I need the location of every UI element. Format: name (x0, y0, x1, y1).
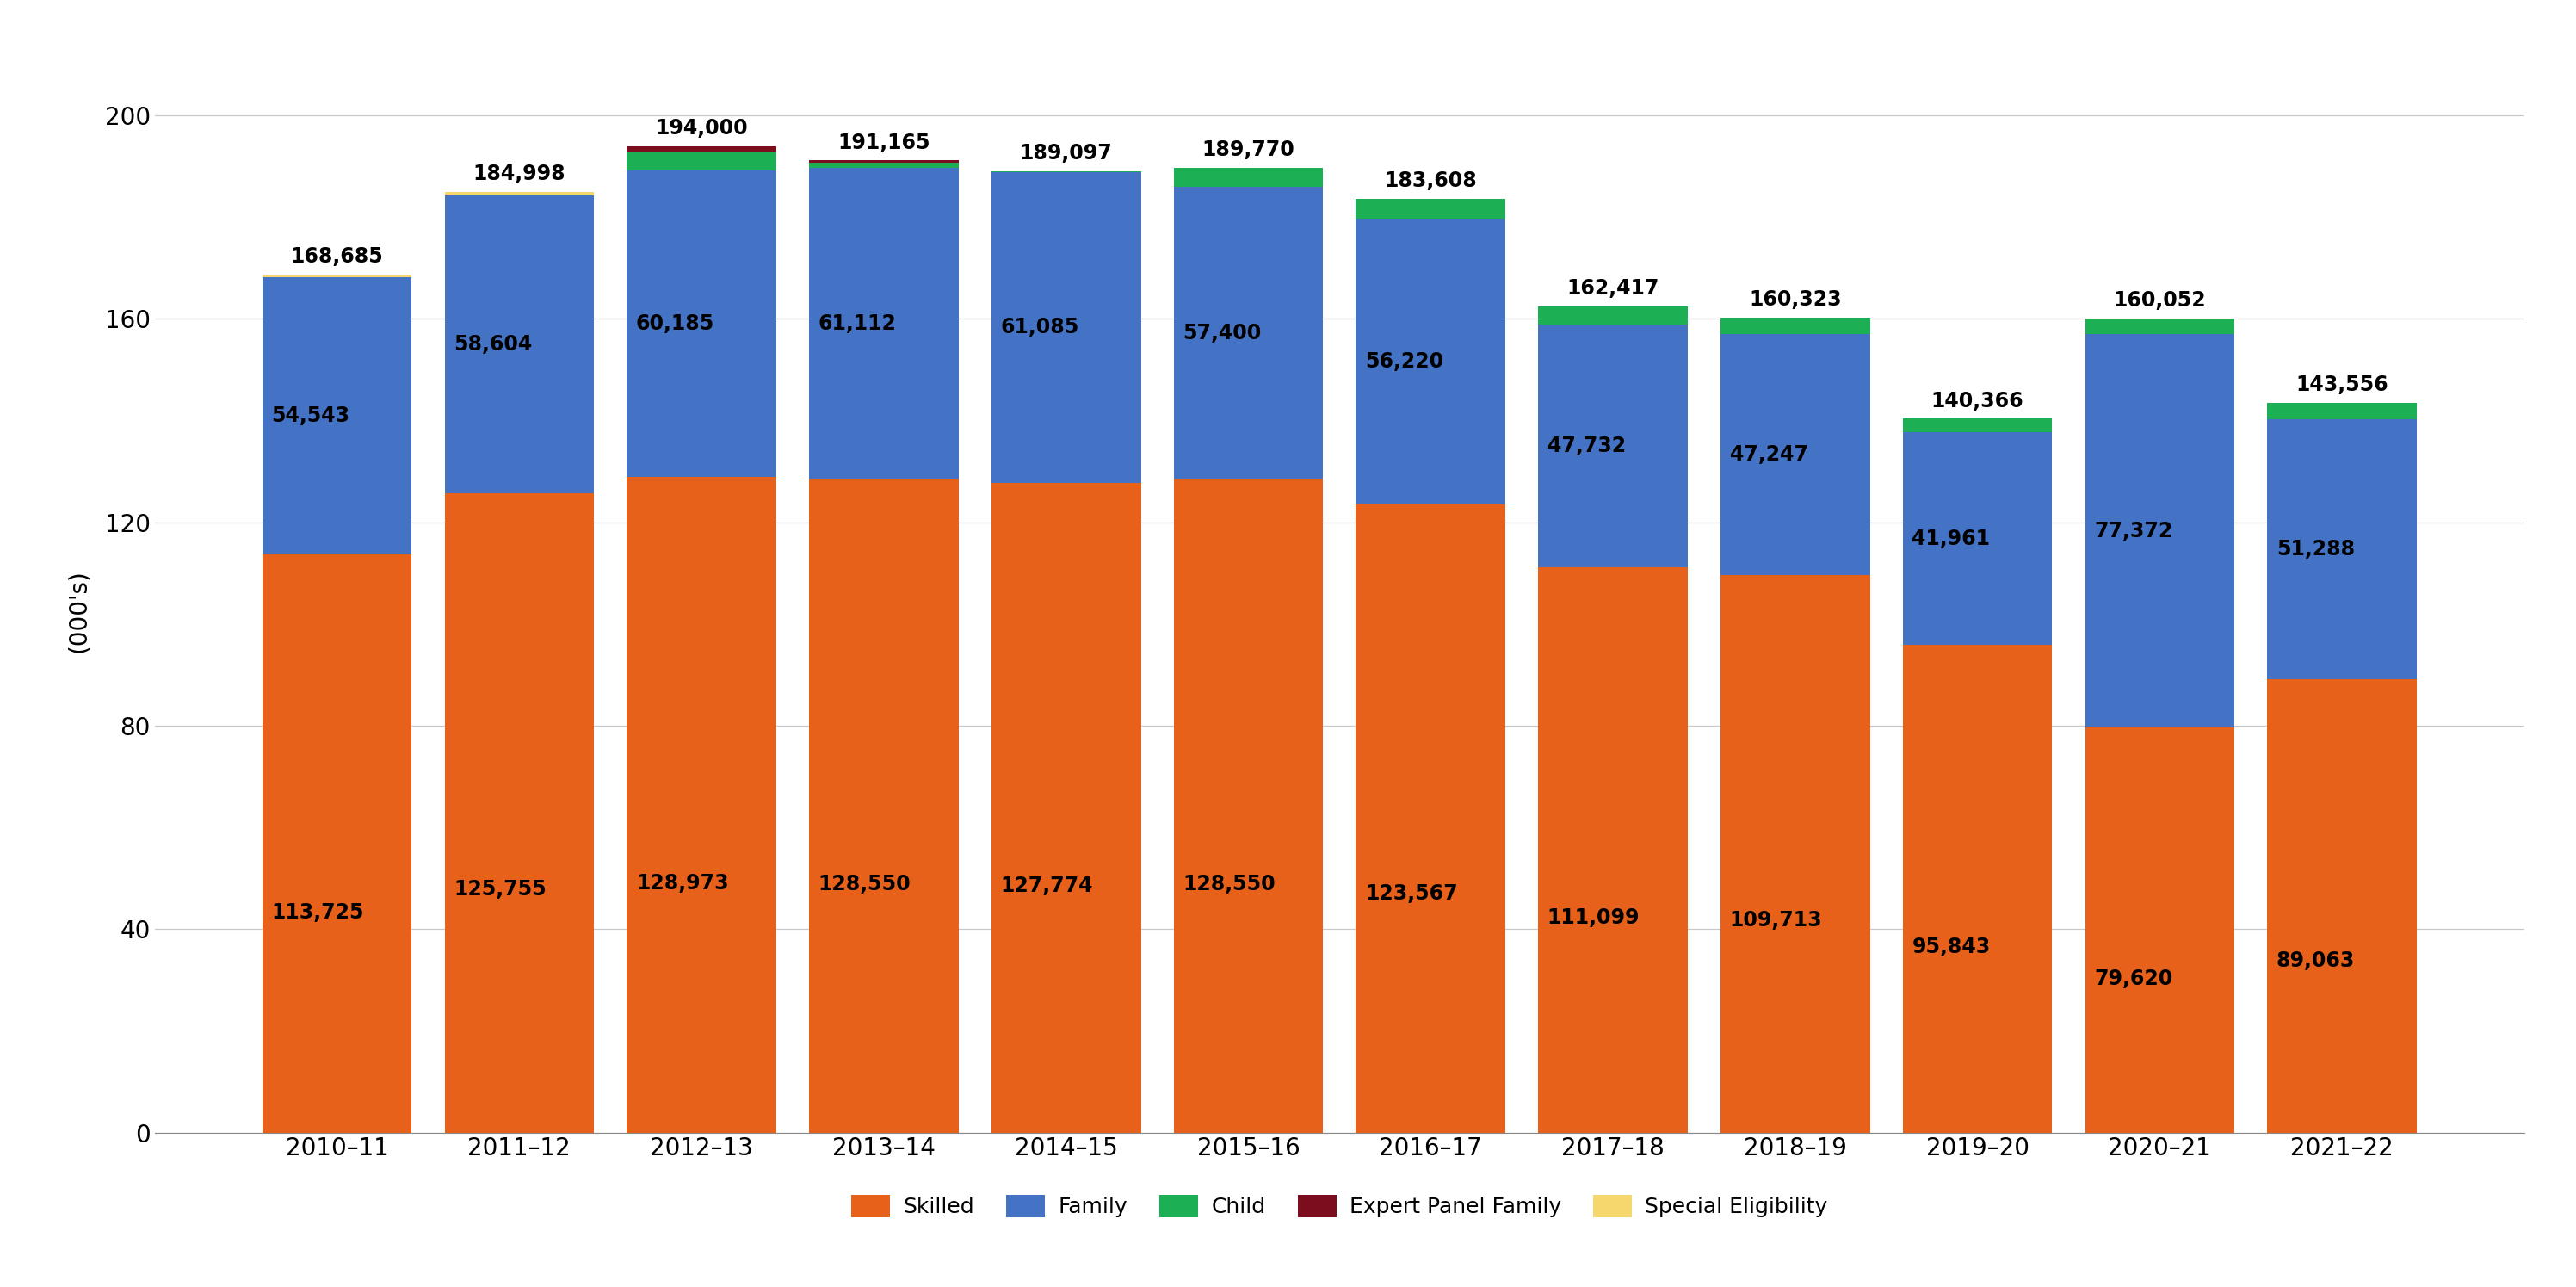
Text: 54,543: 54,543 (270, 405, 350, 426)
Bar (2267, 680, 2416, 1133)
Bar (1538, 568, 1687, 1133)
Bar (2267, 418, 2416, 680)
Bar (1538, 306, 1687, 324)
Bar (263, 274, 412, 277)
Bar (1355, 505, 1504, 1133)
Bar (2084, 335, 2233, 727)
Bar (809, 479, 958, 1133)
Text: 60,185: 60,185 (636, 313, 714, 335)
Bar (1538, 324, 1687, 568)
Text: 123,567: 123,567 (1365, 883, 1458, 903)
Text: 58,604: 58,604 (453, 333, 533, 354)
Bar (2267, 403, 2416, 418)
Text: 47,732: 47,732 (1548, 436, 1625, 457)
Bar (1355, 219, 1504, 505)
Text: 168,685: 168,685 (291, 247, 384, 268)
Text: 109,713: 109,713 (1728, 910, 1821, 931)
Bar (446, 493, 595, 1133)
Bar (1175, 167, 1324, 187)
Text: 160,323: 160,323 (1749, 290, 1842, 310)
Text: 127,774: 127,774 (999, 875, 1092, 896)
Bar (2084, 319, 2233, 335)
Bar (626, 151, 775, 171)
Text: 140,366: 140,366 (1932, 390, 2025, 411)
Text: 143,556: 143,556 (2295, 375, 2388, 395)
Bar (626, 476, 775, 1133)
Text: 189,097: 189,097 (1020, 143, 1113, 163)
Text: 113,725: 113,725 (270, 902, 363, 923)
Bar (809, 161, 958, 163)
Text: 61,112: 61,112 (819, 313, 896, 333)
Text: 184,998: 184,998 (474, 163, 567, 184)
Text: 189,770: 189,770 (1203, 139, 1296, 160)
Text: 194,000: 194,000 (654, 117, 747, 139)
Text: 95,843: 95,843 (1911, 937, 1991, 958)
Text: 57,400: 57,400 (1182, 323, 1262, 344)
Text: 128,550: 128,550 (1182, 874, 1275, 894)
Bar (1904, 418, 2053, 432)
Bar (1355, 199, 1504, 219)
Bar (1904, 645, 2053, 1133)
Bar (992, 172, 1141, 483)
Bar (1175, 479, 1324, 1133)
Bar (263, 277, 412, 555)
Bar (446, 196, 595, 493)
Text: 125,755: 125,755 (453, 879, 546, 900)
Bar (626, 171, 775, 476)
Text: 47,247: 47,247 (1728, 444, 1808, 465)
Text: 191,165: 191,165 (837, 133, 930, 153)
Text: 160,052: 160,052 (2112, 291, 2205, 311)
Bar (1721, 318, 1870, 335)
Text: 51,288: 51,288 (2277, 539, 2354, 560)
Bar (446, 192, 595, 196)
Text: 79,620: 79,620 (2094, 968, 2172, 988)
Bar (2084, 727, 2233, 1133)
Bar (626, 145, 775, 151)
Legend: Skilled, Family, Child, Expert Panel Family, Special Eligibility: Skilled, Family, Child, Expert Panel Fam… (842, 1187, 1837, 1227)
Text: 128,550: 128,550 (819, 874, 912, 894)
Bar (809, 163, 958, 169)
Text: 61,085: 61,085 (999, 317, 1079, 337)
Bar (1721, 574, 1870, 1133)
Y-axis label: (000's): (000's) (67, 570, 90, 653)
Bar (809, 169, 958, 479)
Text: 89,063: 89,063 (2277, 950, 2354, 970)
Bar (1904, 432, 2053, 645)
Text: 162,417: 162,417 (1566, 278, 1659, 299)
Bar (1721, 335, 1870, 574)
Text: 128,973: 128,973 (636, 873, 729, 893)
Bar (1175, 187, 1324, 479)
Text: 56,220: 56,220 (1365, 351, 1443, 372)
Text: 77,372: 77,372 (2094, 521, 2172, 542)
Text: 183,608: 183,608 (1383, 171, 1476, 192)
Bar (263, 555, 412, 1133)
Text: 41,961: 41,961 (1911, 528, 1991, 548)
Text: 111,099: 111,099 (1548, 907, 1641, 928)
Bar (992, 483, 1141, 1133)
